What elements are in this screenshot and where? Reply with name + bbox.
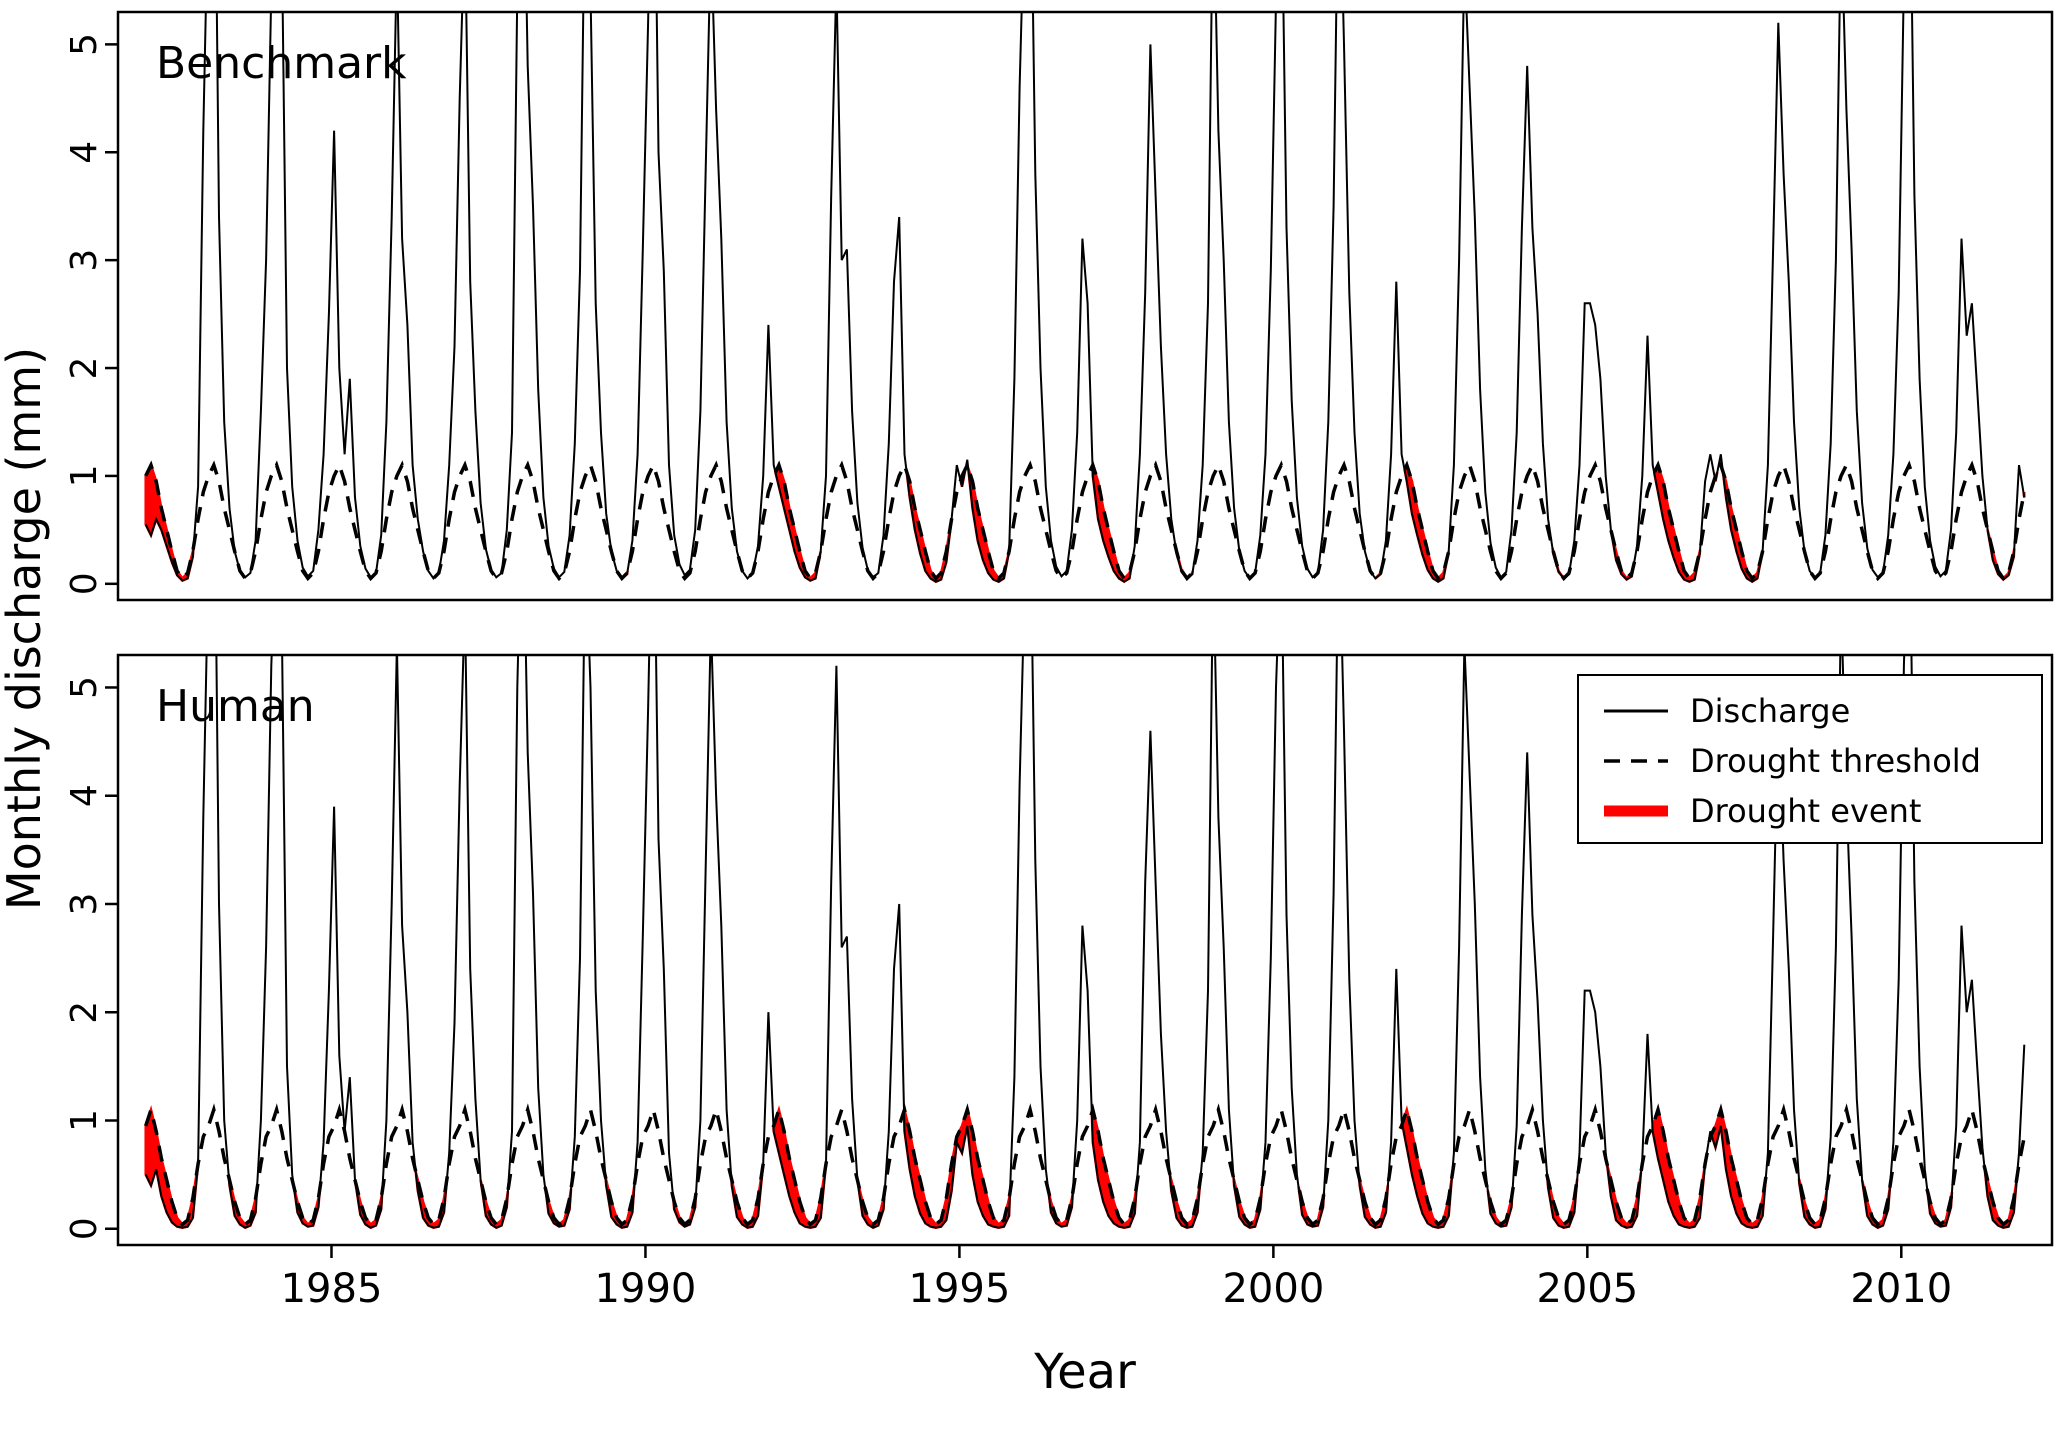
y-tick-label: 2 xyxy=(64,357,105,380)
panel-human: 0 1 2 3 4 5 Human xyxy=(64,653,2054,1247)
y-tick-label: 4 xyxy=(64,141,105,164)
panel-border xyxy=(116,653,2054,1247)
x-axis-title: Year xyxy=(1033,1344,1136,1400)
x-tick-label: 2005 xyxy=(1536,1266,1638,1312)
drought-threshold-line xyxy=(144,1103,2027,1227)
legend-label: Drought threshold xyxy=(1690,742,1981,780)
discharge-line xyxy=(144,12,2026,583)
y-tick-label: 5 xyxy=(64,33,105,56)
y-tick-label: 1 xyxy=(64,464,105,487)
x-tick-label: 1985 xyxy=(281,1266,383,1312)
y-tick-label: 3 xyxy=(64,893,105,916)
x-tick-label: 1995 xyxy=(909,1266,1011,1312)
panel-benchmark: 0 1 2 3 4 5 Benchmark xyxy=(64,10,2054,602)
panel-border xyxy=(116,10,2054,602)
legend-label: Discharge xyxy=(1690,692,1850,730)
drought-threshold-line xyxy=(144,460,2027,582)
y-tick-label: 3 xyxy=(64,249,105,272)
x-tick-label: 2000 xyxy=(1222,1266,1324,1312)
y-tick-label: 1 xyxy=(64,1109,105,1132)
y-tick-label: 2 xyxy=(64,1001,105,1024)
y-tick-label: 5 xyxy=(64,676,105,699)
x-tick-label: 1990 xyxy=(595,1266,697,1312)
legend-label: Drought event xyxy=(1690,792,1921,830)
legend: Discharge Drought threshold Drought event xyxy=(1577,674,2043,844)
y-tick-label: 0 xyxy=(64,572,105,595)
x-tick-label: 2010 xyxy=(1850,1266,1952,1312)
y-axis-title: Monthly discharge (mm) xyxy=(0,347,51,910)
panel-label-human: Human xyxy=(156,681,315,732)
y-tick-label: 4 xyxy=(64,784,105,807)
panel-label-benchmark: Benchmark xyxy=(156,38,407,89)
y-tick-label: 0 xyxy=(64,1217,105,1240)
